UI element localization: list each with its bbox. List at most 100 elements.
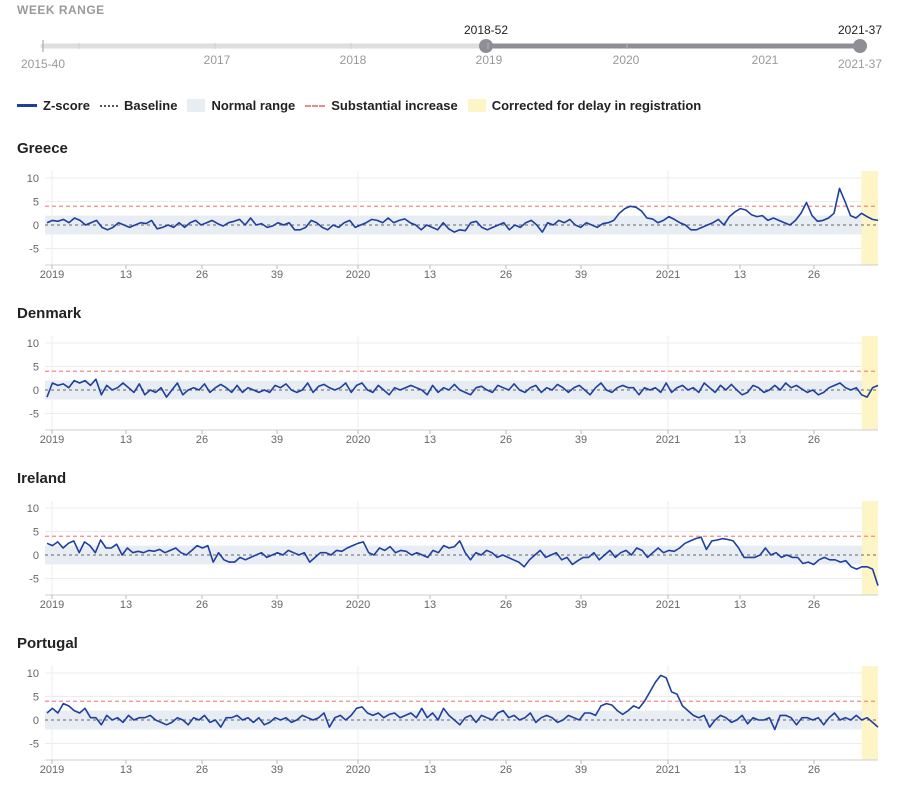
x-tick-label: 39 — [271, 269, 283, 280]
x-tick-label: 2021 — [656, 599, 680, 610]
x-tick-label: 26 — [196, 269, 208, 280]
y-tick-label: 5 — [33, 527, 39, 539]
legend-item-normal-range: Normal range — [187, 98, 295, 113]
substantial-dashed-swatch — [305, 104, 326, 107]
y-tick-label: -5 — [29, 409, 39, 421]
x-tick-label: 26 — [808, 764, 820, 775]
x-tick-label: 13 — [734, 764, 746, 775]
legend-item-baseline: Baseline — [99, 98, 178, 113]
slider-range-end-label: 2021-37 — [838, 57, 882, 71]
x-tick-label: 26 — [196, 434, 208, 445]
x-tick-label: 39 — [575, 269, 587, 280]
x-tick-label: 13 — [120, 434, 132, 445]
y-tick-label: 0 — [33, 385, 39, 397]
zscore-line-swatch — [17, 104, 37, 107]
x-tick-label: 2019 — [40, 599, 64, 610]
y-tick-label: 5 — [33, 197, 39, 209]
legend-label-zscore: Z-score — [43, 98, 90, 113]
legend-item-zscore: Z-score — [17, 98, 90, 113]
x-tick-label: 39 — [271, 434, 283, 445]
slider-year-label: 2020 — [613, 53, 640, 67]
slider-selected-end-label: 2021-37 — [838, 23, 882, 37]
x-tick-label: 39 — [271, 764, 283, 775]
x-tick-label: 39 — [271, 599, 283, 610]
x-tick-label: 2020 — [346, 434, 370, 445]
legend-label-normal-range: Normal range — [211, 98, 296, 113]
y-tick-label: -5 — [29, 574, 39, 586]
baseline-dotted-swatch — [99, 104, 118, 107]
x-tick-label: 13 — [734, 269, 746, 280]
y-tick-label: 0 — [33, 550, 39, 562]
x-tick-label: 13 — [120, 764, 132, 775]
y-tick-label: 0 — [33, 220, 39, 232]
y-tick-label: 10 — [27, 173, 39, 185]
x-tick-label: 13 — [424, 764, 436, 775]
week-range-title: WEEK RANGE — [17, 3, 105, 17]
legend-item-corrected: Corrected for delay in registration — [467, 98, 702, 113]
chart-denmark: 10 5 0 -5 2019 13 26 39 2020 13 26 39 2021 13 26 — [27, 336, 879, 445]
slider-year-label: 2017 — [204, 53, 231, 67]
y-tick-label: 5 — [33, 362, 39, 374]
corrected-region — [861, 666, 878, 760]
normal-range-swatch — [187, 99, 206, 112]
x-tick-label: 39 — [575, 599, 587, 610]
slider-handle-start[interactable] — [479, 39, 493, 53]
slider-handle-end[interactable] — [853, 39, 867, 53]
x-tick-label: 26 — [500, 764, 512, 775]
y-tick-label: 10 — [27, 668, 39, 680]
x-tick-label: 26 — [500, 269, 512, 280]
zscore-series-line — [46, 378, 879, 398]
x-tick-label: 26 — [196, 599, 208, 610]
legend: Z-score Baseline Normal range Substantia… — [17, 98, 711, 113]
chart-title-greece: Greece — [17, 140, 68, 157]
chart-title-ireland: Ireland — [17, 470, 67, 487]
y-tick-label: 10 — [27, 503, 39, 515]
x-tick-label: 13 — [734, 599, 746, 610]
y-tick-label: 0 — [33, 715, 39, 727]
week-range-slider[interactable]: 2018-52 2021-37 2015-40 2021-37 2017 2018… — [0, 0, 897, 80]
legend-label-baseline: Baseline — [123, 98, 178, 113]
x-tick-label: 13 — [734, 434, 746, 445]
legend-item-substantial-increase: Substantial increase — [305, 98, 458, 113]
y-tick-label: 5 — [33, 692, 39, 704]
x-tick-label: 2021 — [656, 764, 680, 775]
x-tick-label: 2020 — [346, 599, 370, 610]
slider-range-start-label: 2015-40 — [21, 57, 65, 71]
zscore-series-line — [46, 674, 879, 731]
y-tick-label: -5 — [29, 244, 39, 256]
slider-year-label: 2021 — [752, 53, 779, 67]
corrected-region — [861, 336, 878, 430]
chart-ireland: 10 5 0 -5 2019 13 26 39 2020 13 26 39 2021 13 26 — [27, 501, 879, 610]
x-tick-label: 13 — [120, 269, 132, 280]
x-tick-label: 26 — [500, 599, 512, 610]
y-tick-label: 10 — [27, 338, 39, 350]
x-tick-label: 26 — [808, 599, 820, 610]
x-tick-label: 26 — [808, 269, 820, 280]
x-tick-label: 26 — [196, 764, 208, 775]
legend-label-substantial-increase: Substantial increase — [331, 98, 458, 113]
x-tick-label: 13 — [424, 269, 436, 280]
x-tick-label: 13 — [424, 599, 436, 610]
corrected-swatch — [467, 99, 486, 112]
x-tick-label: 2019 — [40, 269, 64, 280]
x-tick-label: 2021 — [656, 269, 680, 280]
x-tick-label: 13 — [120, 599, 132, 610]
slider-year-label: 2019 — [476, 53, 503, 67]
x-tick-label: 2019 — [40, 434, 64, 445]
corrected-region — [861, 501, 878, 595]
y-tick-label: -5 — [29, 739, 39, 751]
chart-portugal: 10 5 0 -5 2019 13 26 39 2020 13 26 39 2021 13 26 — [27, 666, 879, 775]
x-tick-label: 2019 — [40, 764, 64, 775]
slider-year-label: 2018 — [340, 53, 367, 67]
slider-selected-start-label: 2018-52 — [464, 23, 508, 37]
zscore-series-line — [46, 536, 879, 586]
x-tick-label: 2020 — [346, 764, 370, 775]
x-tick-label: 2020 — [346, 269, 370, 280]
x-tick-label: 39 — [575, 764, 587, 775]
x-tick-label: 2021 — [656, 434, 680, 445]
chart-title-denmark: Denmark — [17, 305, 82, 322]
zscore-series-line — [46, 187, 879, 233]
legend-label-corrected: Corrected for delay in registration — [491, 98, 702, 113]
x-tick-label: 26 — [500, 434, 512, 445]
x-tick-label: 13 — [424, 434, 436, 445]
